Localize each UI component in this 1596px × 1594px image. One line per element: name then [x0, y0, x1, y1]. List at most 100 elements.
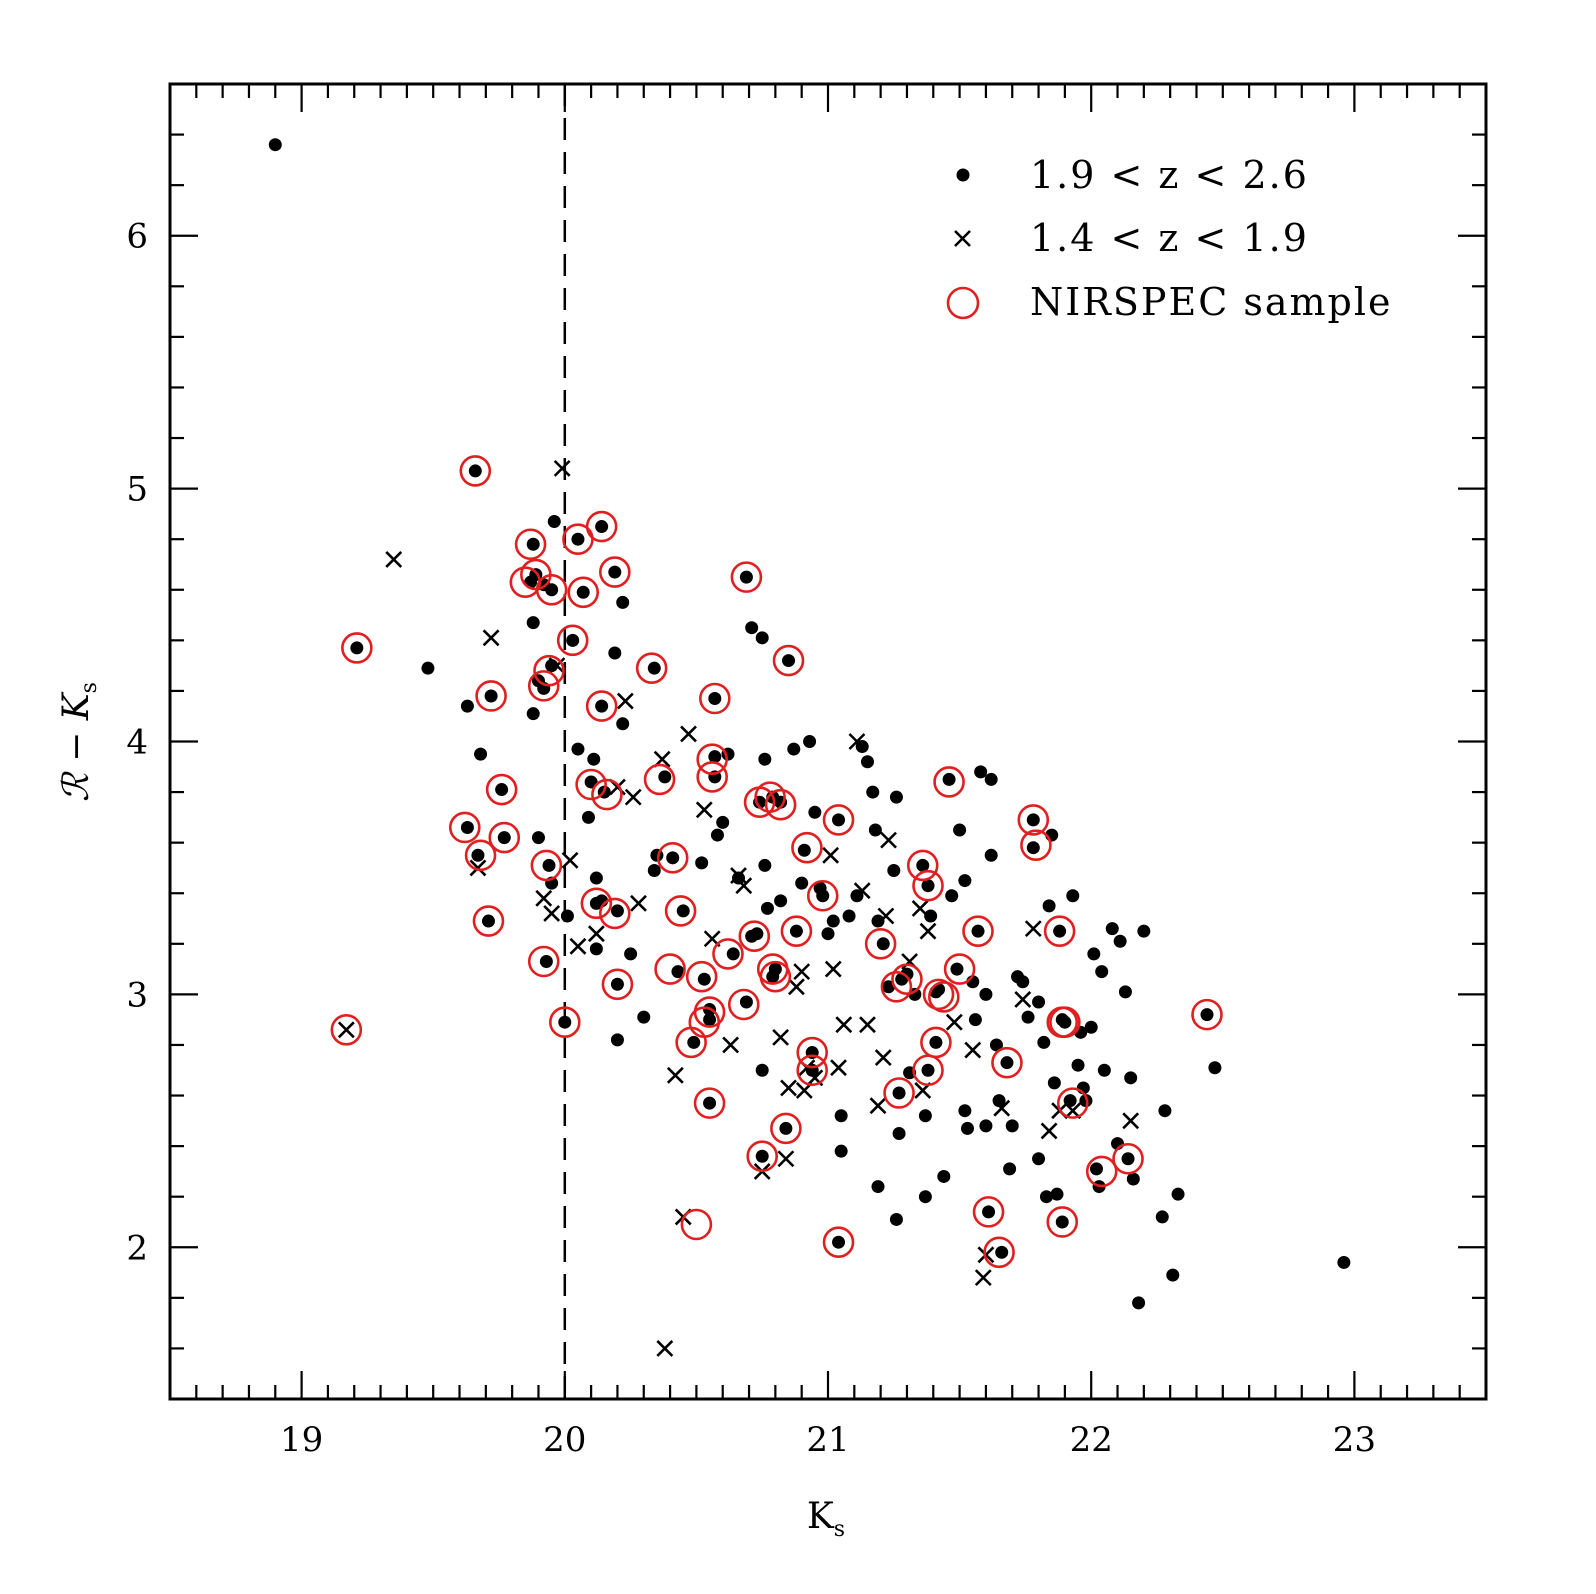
- point-dot: [1050, 1187, 1064, 1201]
- point-dot: [774, 894, 788, 908]
- point-dot: [968, 1013, 982, 1027]
- point-dot: [892, 1126, 906, 1140]
- point-dot: [545, 583, 559, 597]
- point-cross: [656, 1340, 674, 1357]
- point-cross: [824, 960, 842, 978]
- point-dot: [942, 772, 956, 786]
- point-nirspec-circle: [548, 1006, 581, 1039]
- point-cross: [543, 905, 561, 922]
- point-cross: [859, 1016, 876, 1034]
- point-dot: [795, 876, 809, 890]
- point-cross: [793, 963, 811, 981]
- point-nirspec-circle: [983, 1236, 1015, 1269]
- point-cross: [919, 922, 937, 940]
- point-dot: [950, 962, 964, 976]
- point-dot: [758, 752, 772, 766]
- point-nirspec-circle: [1043, 915, 1076, 947]
- point-dot: [710, 828, 724, 842]
- point-dot: [468, 464, 482, 478]
- point-dot: [1166, 1268, 1180, 1282]
- point-nirspec-circle: [1112, 1142, 1144, 1175]
- point-dot: [531, 831, 545, 845]
- point-dot: [937, 1169, 951, 1183]
- point-nirspec-circle: [699, 682, 731, 715]
- point-nirspec-circle: [533, 654, 565, 687]
- point-dot: [782, 654, 796, 668]
- x-tick-label: 22: [1070, 1420, 1113, 1460]
- point-cross: [569, 937, 587, 955]
- point-nirspec-circle: [464, 839, 497, 872]
- point-dot: [1337, 1255, 1351, 1269]
- point-dot: [1000, 1056, 1014, 1070]
- point-nirspec-circle: [599, 897, 631, 930]
- point-dot: [871, 914, 885, 928]
- point-dot: [547, 514, 561, 528]
- point-dot: [832, 1235, 846, 1249]
- point-dot: [610, 1033, 624, 1047]
- point-dot: [495, 783, 509, 797]
- point-dot: [1032, 1152, 1046, 1166]
- point-nirspec-circle: [599, 556, 631, 588]
- point-nirspec-circle: [991, 1046, 1023, 1079]
- point-nirspec-circle: [530, 849, 563, 882]
- point-dot: [676, 904, 690, 918]
- point-dot: [610, 904, 624, 918]
- point-nirspec-circle: [330, 1013, 363, 1046]
- point-cross: [772, 1028, 790, 1046]
- point-cross: [695, 801, 713, 819]
- point-cross: [535, 889, 553, 907]
- point-nirspec-circle: [601, 968, 634, 1001]
- point-dot: [566, 633, 580, 647]
- point-dot: [558, 1015, 572, 1029]
- point-cross: [787, 978, 805, 996]
- point-nirspec-circle: [920, 1026, 952, 1059]
- axis-ticks: [168, 82, 1488, 1401]
- point-dot: [889, 790, 903, 804]
- point-dot: [1071, 1058, 1085, 1072]
- point-dot: [581, 810, 595, 824]
- point-dot: [1158, 1104, 1172, 1118]
- point-nirspec-circle: [1020, 829, 1052, 861]
- point-nirspec-circle: [580, 887, 613, 920]
- point-nirspec-circle: [972, 1196, 1005, 1228]
- point-nirspec-circle: [727, 988, 760, 1021]
- point-dot: [1016, 975, 1030, 989]
- x-tick-label: 23: [1333, 1420, 1376, 1460]
- point-dot: [708, 750, 722, 764]
- point-dot: [842, 909, 856, 923]
- point-dot: [1026, 841, 1040, 855]
- point-nirspec-circle: [712, 938, 744, 970]
- point-dot: [755, 631, 769, 645]
- point-cross: [587, 925, 605, 943]
- point-dot: [995, 1245, 1009, 1259]
- point-cross: [337, 1021, 355, 1039]
- point-dot: [766, 970, 780, 984]
- point-dot: [1124, 1071, 1138, 1085]
- legend-dot-label: 1.9 < z < 2.6: [1030, 153, 1309, 197]
- point-dot: [647, 863, 661, 877]
- point-dot: [916, 858, 930, 872]
- point-nirspec-circle: [527, 670, 560, 702]
- point-cross: [880, 831, 897, 849]
- point-nirspec-circle: [556, 624, 589, 657]
- point-nirspec-circle: [864, 928, 897, 960]
- point-dot: [1039, 1190, 1053, 1204]
- point-dot: [1118, 985, 1132, 999]
- point-cross: [1014, 991, 1032, 1008]
- point-dot: [808, 805, 822, 819]
- legend-dot-marker: [956, 168, 970, 182]
- point-dot: [984, 772, 998, 786]
- point-nirspec-circle: [822, 1226, 855, 1259]
- point-dot: [1032, 995, 1046, 1009]
- point-dot: [918, 1109, 932, 1123]
- point-dot: [979, 1119, 993, 1133]
- point-cross: [830, 1059, 847, 1077]
- point-nirspec-circle: [770, 1112, 802, 1145]
- point-cross: [1040, 1122, 1058, 1140]
- plot-frame: [168, 82, 1488, 1401]
- point-cross: [780, 1079, 797, 1097]
- point-dot: [610, 977, 624, 991]
- x-tick-label: 20: [543, 1420, 586, 1460]
- point-nirspec-circle: [693, 1087, 726, 1119]
- point-dot: [918, 1190, 932, 1204]
